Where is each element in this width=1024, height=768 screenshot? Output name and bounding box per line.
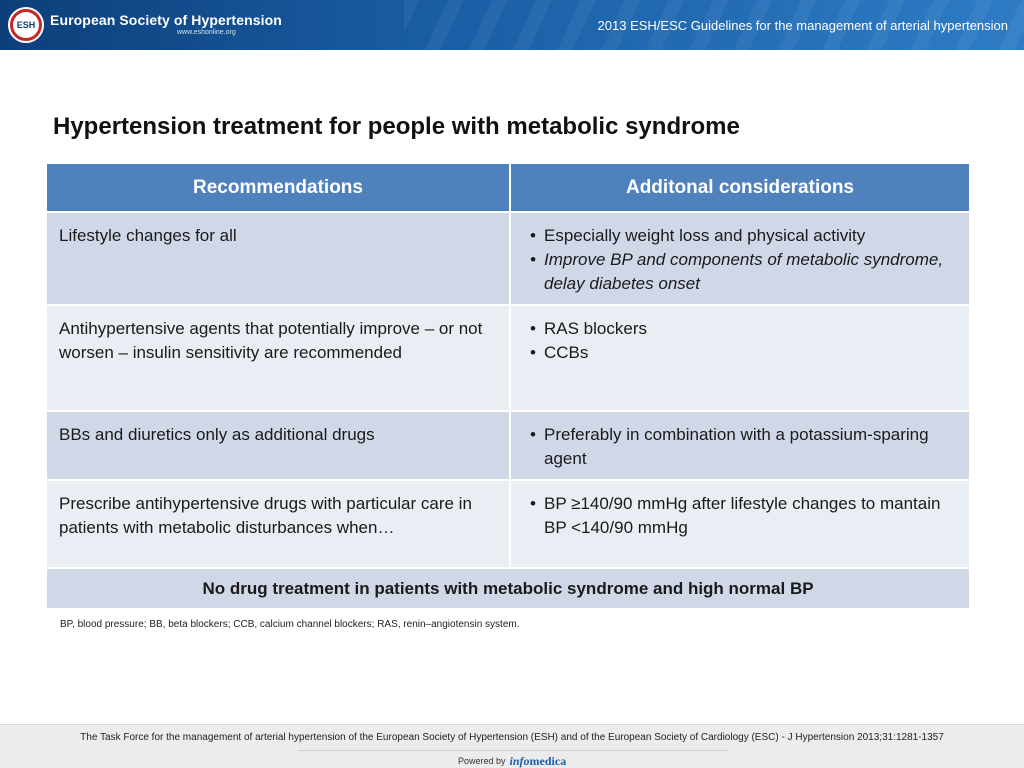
abbreviations-note: BP, blood pressure; BB, beta blockers; C…	[60, 619, 520, 630]
considerations-cell: Especially weight loss and physical acti…	[510, 211, 969, 305]
list-item: Improve BP and components of metabolic s…	[523, 248, 957, 296]
page-title: Hypertension treatment for people with m…	[53, 113, 740, 140]
recommendation-cell: Antihypertensive agents that potentially…	[47, 304, 511, 411]
esh-logo-text: ESH	[13, 12, 39, 38]
recommendation-cell: BBs and diuretics only as additional dru…	[47, 410, 511, 480]
list-item: RAS blockers	[523, 317, 957, 341]
table-row: Prescribe antihypertensive drugs with pa…	[47, 479, 969, 568]
footer-divider	[298, 750, 728, 751]
header-band: ESH European Society of Hypertension www…	[0, 0, 1024, 50]
header-title: 2013 ESH/ESC Guidelines for the manageme…	[597, 18, 1008, 33]
list-item: Preferably in combination with a potassi…	[523, 423, 957, 471]
recommendation-cell: Prescribe antihypertensive drugs with pa…	[47, 479, 511, 568]
table-summary-row: No drug treatment in patients with metab…	[47, 567, 969, 608]
considerations-cell: Preferably in combination with a potassi…	[510, 410, 969, 480]
list-item: Especially weight loss and physical acti…	[523, 224, 957, 248]
table-row: BBs and diuretics only as additional dru…	[47, 410, 969, 480]
infomedica-logo-part-a: info	[509, 754, 530, 768]
table-header-row: Recommendations Additonal considerations	[47, 164, 969, 212]
header-considerations: Additonal considerations	[510, 164, 969, 212]
considerations-list: BP ≥140/90 mmHg after lifestyle changes …	[523, 492, 957, 540]
table-row: Lifestyle changes for all Especially wei…	[47, 211, 969, 305]
considerations-list: Preferably in combination with a potassi…	[523, 423, 957, 471]
powered-by-label: Powered by	[458, 756, 506, 766]
table-row: Antihypertensive agents that potentially…	[47, 304, 969, 411]
recommendations-table: Recommendations Additonal considerations…	[47, 164, 969, 608]
infomedica-logo-part-b: medica	[529, 754, 567, 768]
recommendation-cell: Lifestyle changes for all	[47, 211, 511, 305]
considerations-list: RAS blockers CCBs	[523, 317, 957, 365]
esh-logo-icon: ESH	[8, 7, 44, 43]
considerations-list: Especially weight loss and physical acti…	[523, 224, 957, 296]
list-item: BP ≥140/90 mmHg after lifestyle changes …	[523, 492, 957, 540]
org-name: European Society of Hypertension	[50, 12, 282, 28]
considerations-cell: RAS blockers CCBs	[510, 304, 969, 411]
footer: The Task Force for the management of art…	[0, 724, 1024, 768]
summary-cell: No drug treatment in patients with metab…	[47, 567, 969, 608]
list-item: CCBs	[523, 341, 957, 365]
powered-by: Powered by infomedica	[458, 755, 566, 767]
infomedica-logo: infomedica	[510, 755, 567, 767]
org-url: www.eshonline.org	[177, 29, 236, 36]
header-decoration	[404, 0, 1024, 50]
header-recommendations: Recommendations	[47, 164, 511, 212]
footer-citation: The Task Force for the management of art…	[80, 732, 944, 743]
considerations-cell: BP ≥140/90 mmHg after lifestyle changes …	[510, 479, 969, 568]
